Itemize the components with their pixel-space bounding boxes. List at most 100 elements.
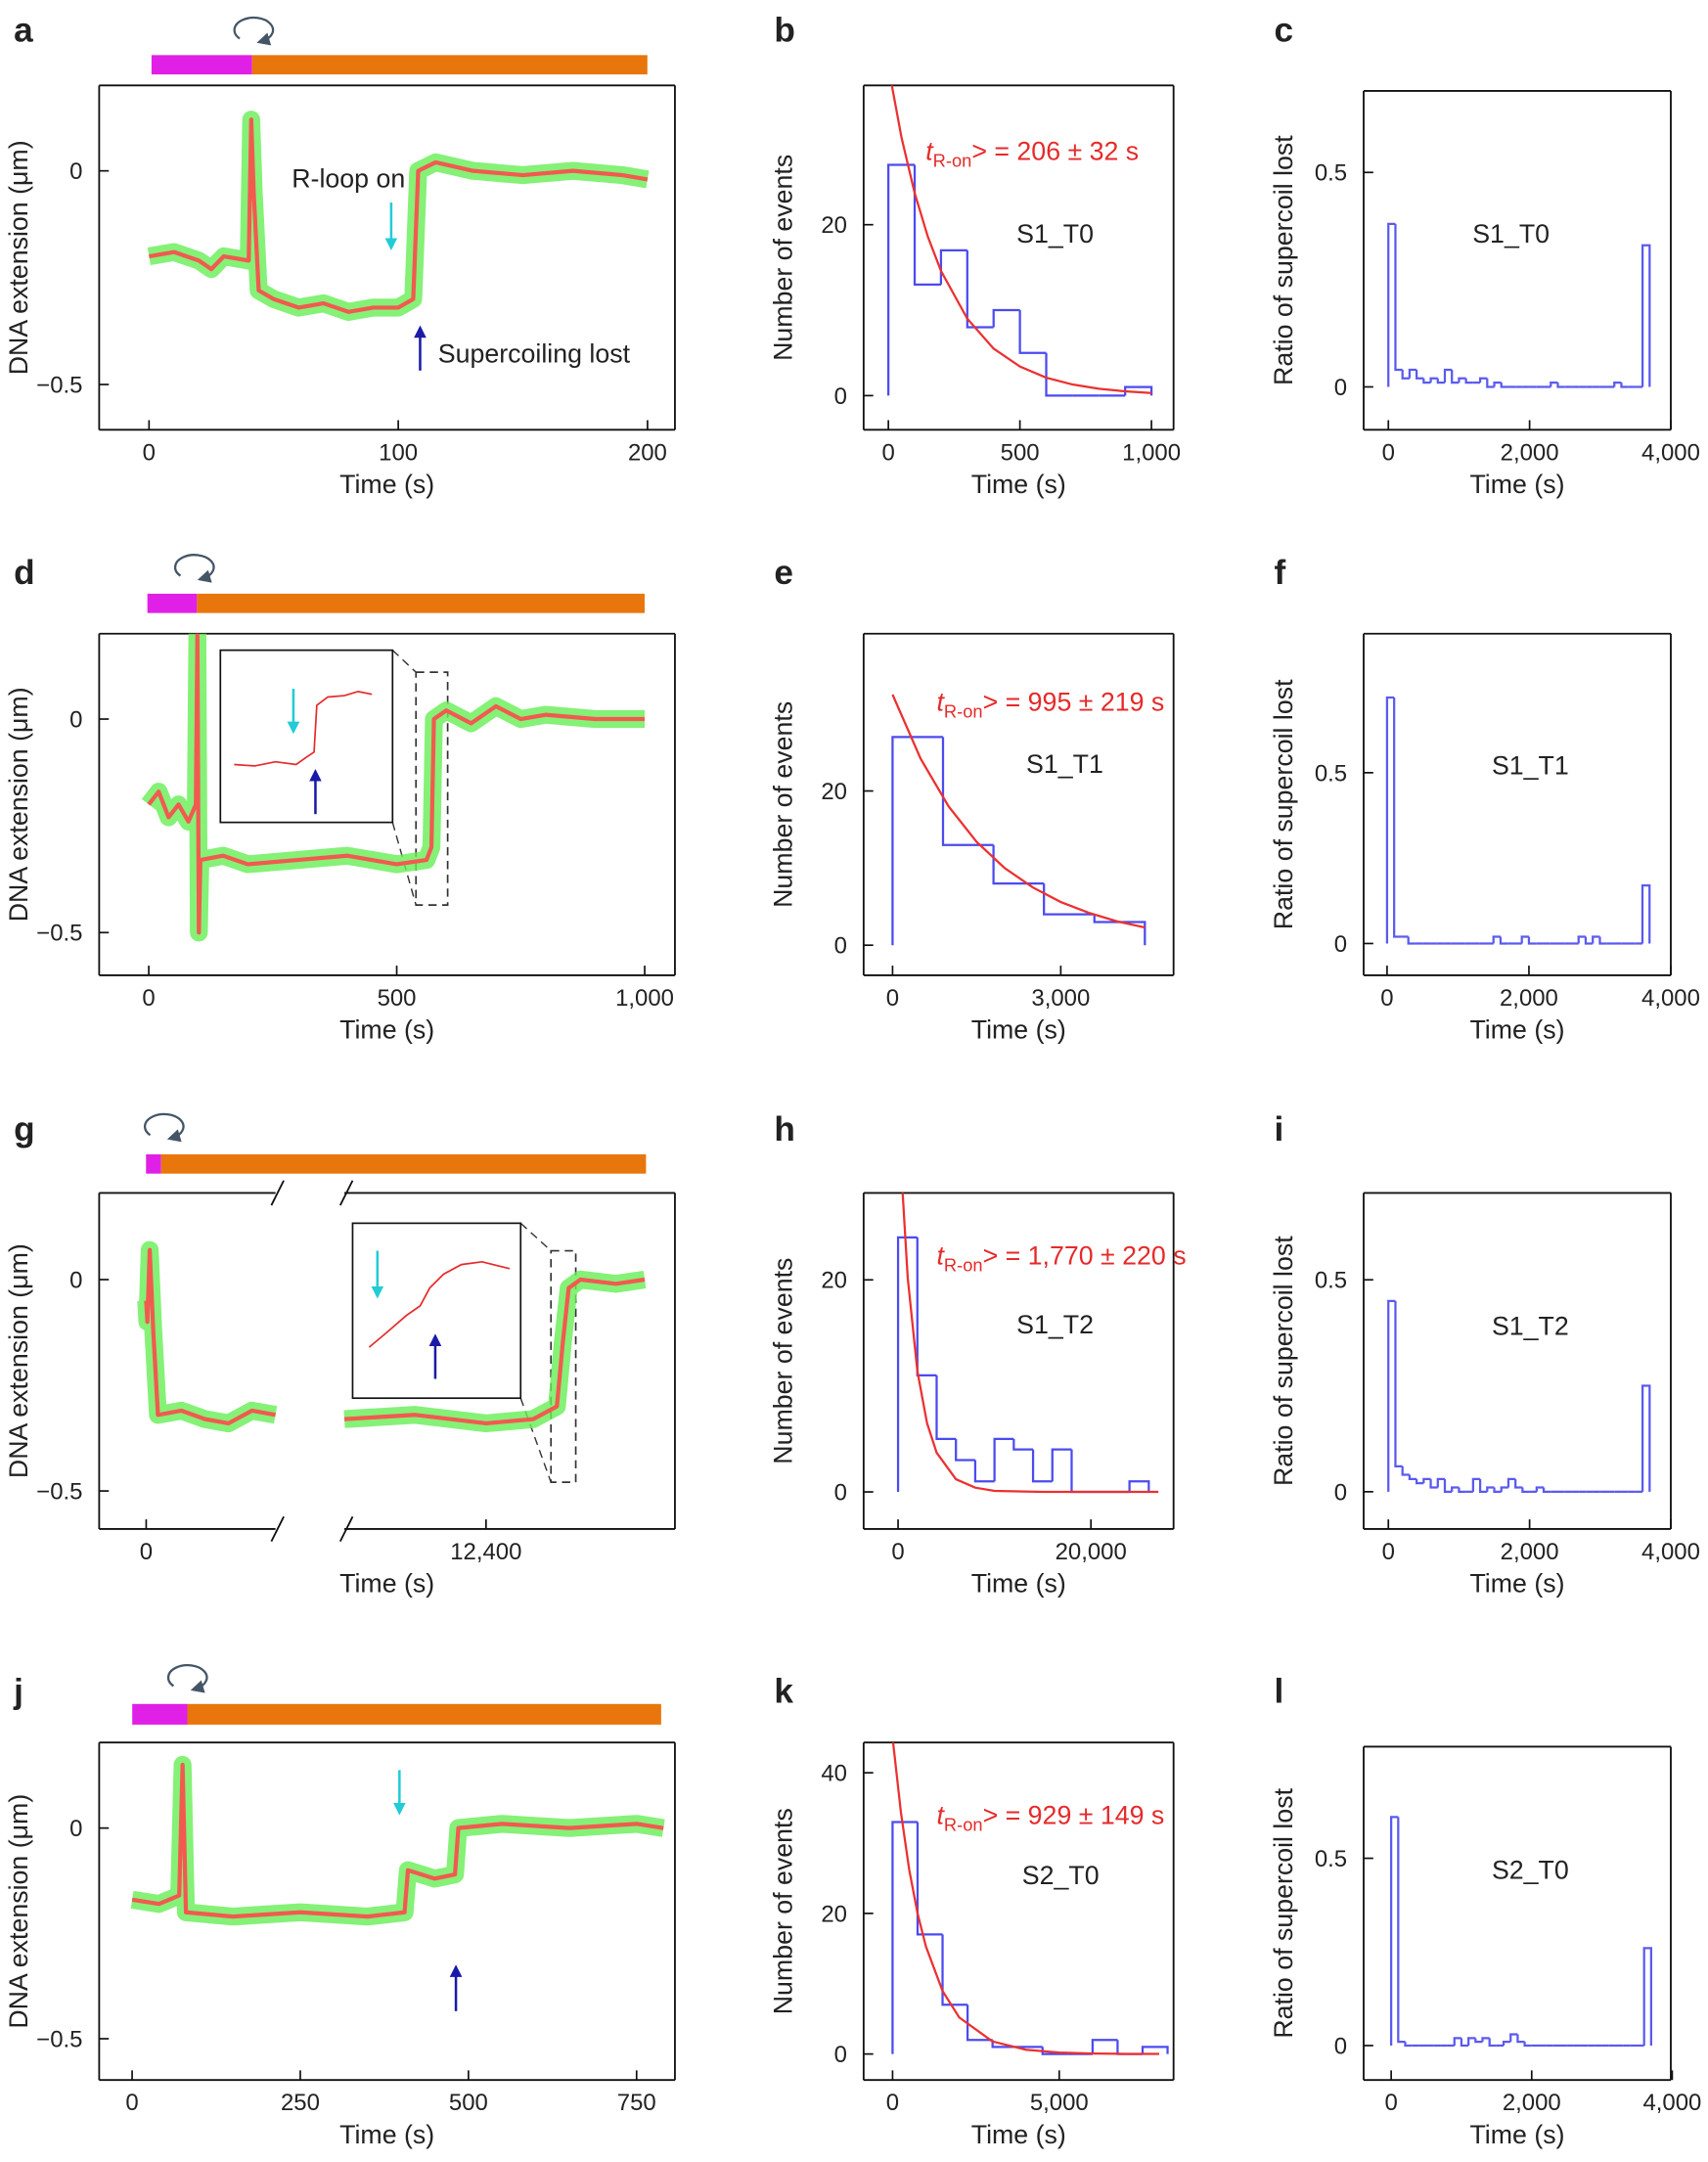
- x-tick-label: 4,000: [1641, 985, 1700, 1012]
- x-tick-label: 5,000: [1030, 2090, 1089, 2116]
- x-tick-label: 0: [1384, 2090, 1397, 2116]
- y-tick-label: 0.5: [1315, 160, 1347, 187]
- x-tick-label: 0: [1380, 985, 1393, 1012]
- x-tick-label: 0: [125, 2090, 138, 2116]
- x-tick-label: 0: [143, 439, 156, 466]
- histogram-bin: [973, 1460, 995, 1483]
- histogram-bin: [1542, 1487, 1551, 1493]
- x-tick-label: 0: [140, 1539, 153, 1565]
- histogram-bin: [1397, 1817, 1406, 2044]
- x-tick-label: 0: [881, 439, 894, 466]
- y-axis-label: Ratio of supercoil lost: [1269, 1787, 1298, 2038]
- y-tick-label: 0: [1334, 375, 1347, 401]
- y-tick-label: 0: [1334, 1479, 1347, 1506]
- x-tick-label: 0: [1382, 1539, 1395, 1565]
- histogram-bin: [1500, 1486, 1508, 1492]
- y-axis-label: Number of events: [769, 1258, 798, 1464]
- histogram-bin: [1598, 936, 1607, 945]
- histogram-bin: [1556, 383, 1565, 388]
- histogram-bin: [1493, 381, 1502, 387]
- x-axis-label: Time (s): [1469, 1569, 1564, 1599]
- trace-line: [131, 1762, 664, 1919]
- histogram-bin: [966, 249, 994, 329]
- y-tick-label: 0: [69, 158, 82, 185]
- fit-subscript: R-on: [933, 150, 972, 170]
- x-axis-label: Time (s): [339, 470, 434, 499]
- histogram-bin: [1478, 377, 1488, 383]
- panel: c Ratio of supercoil lost Time (s) 0 0.5 0 2,0…: [1269, 11, 1700, 499]
- x-axis-label: Time (s): [339, 1569, 434, 1599]
- histogram-bin: [993, 1437, 1014, 1482]
- histogram-bin: [1453, 2037, 1461, 2046]
- histogram-bin: [1464, 378, 1473, 384]
- x-tick-label: 500: [1001, 439, 1040, 466]
- sample-label: S2_T0: [1492, 1856, 1569, 1885]
- histogram-bin: [1506, 1477, 1516, 1488]
- histogram-bin: [1436, 1477, 1445, 1488]
- panel: f Ratio of supercoil lost Time (s) 0 0.5 0 2,0…: [1269, 554, 1700, 1045]
- x-tick-label: 4,000: [1642, 2090, 1701, 2116]
- histogram-bin: [1407, 936, 1416, 945]
- histogram-bin: [1045, 352, 1073, 397]
- histogram-bin: [1051, 1448, 1072, 1482]
- x-tick-label: 2,000: [1500, 985, 1558, 1012]
- panel: b Number of events Time (s) 0 20 0 500 1,000 tR-…: [769, 11, 1181, 499]
- x-tick-label: 500: [378, 985, 417, 1012]
- fit-symbol: t: [936, 1800, 945, 1829]
- histogram-bin: [1509, 2033, 1518, 2043]
- fit-subscript: R-on: [944, 701, 983, 722]
- x-tick-label: 0: [142, 985, 155, 1012]
- fit-label: tR-on> = 206 ± 32 s: [925, 136, 1139, 170]
- y-axis-label: Ratio of supercoil lost: [1269, 135, 1298, 385]
- histogram-bin: [1641, 883, 1651, 944]
- y-axis-label: Ratio of supercoil lost: [1269, 679, 1298, 929]
- y-tick-label: 0: [69, 706, 82, 733]
- panel-letter: b: [774, 11, 794, 49]
- y-tick-label: −0.5: [36, 1479, 82, 1506]
- y-tick-label: 0.5: [1315, 760, 1347, 787]
- panel: k Number of events Time (s) 0 20 40 0 5,000 tR-o…: [769, 1672, 1175, 2149]
- y-tick-label: 0: [834, 383, 847, 410]
- histogram-bin: [1404, 2042, 1413, 2048]
- sample-label: S1_T2: [1492, 1311, 1569, 1340]
- x-axis-label: Time (s): [339, 1015, 434, 1045]
- y-tick-label: 40: [821, 1761, 847, 1787]
- fit-curve: [901, 1193, 1159, 1494]
- panel-letter: i: [1274, 1110, 1283, 1149]
- histogram-bin: [1577, 935, 1586, 944]
- x-tick-label: 3,000: [1031, 985, 1090, 1012]
- histogram-bin: [916, 1822, 943, 1936]
- y-tick-label: 20: [821, 1268, 847, 1294]
- histogram-bin: [1429, 377, 1438, 383]
- x-tick-label: 0: [886, 2090, 899, 2116]
- trace-line: [147, 633, 646, 935]
- y-tick-label: 0: [69, 1816, 82, 1842]
- histogram-bin: [992, 308, 1020, 328]
- fit-curve: [891, 694, 1146, 929]
- histogram-bin: [935, 1374, 957, 1440]
- trace-line: [148, 117, 649, 314]
- panel: d DNA extension (μm) Time (s) −0.5 0 0 500 1,00…: [4, 554, 676, 1045]
- histogram-bin: [1018, 310, 1047, 354]
- panel-letter: e: [774, 554, 793, 592]
- panel-letter: l: [1274, 1672, 1283, 1710]
- histogram-bin: [1521, 1487, 1530, 1493]
- histogram-bin: [1128, 1480, 1150, 1493]
- fit-value: > = 206 ± 32 s: [971, 136, 1139, 165]
- y-tick-label: 20: [821, 212, 847, 239]
- histogram-bin: [1486, 1486, 1495, 1492]
- inset-d: [219, 649, 449, 906]
- x-axis-label: Time (s): [1469, 470, 1564, 499]
- panel-letter: f: [1274, 554, 1285, 592]
- histogram-bin: [891, 736, 944, 946]
- histogram-bin: [1385, 696, 1395, 944]
- histogram-bin: [1443, 368, 1453, 383]
- y-tick-label: 20: [821, 779, 847, 805]
- histogram-bin: [1584, 936, 1594, 945]
- fit-label: tR-on> = 995 ± 219 s: [936, 688, 1164, 722]
- histogram-bin: [1012, 1438, 1034, 1451]
- histogram-bin: [1443, 1478, 1453, 1493]
- sample-label: S2_T0: [1022, 1861, 1100, 1890]
- histogram-bin: [1415, 369, 1424, 380]
- y-axis-label: DNA extension (μm): [4, 687, 33, 922]
